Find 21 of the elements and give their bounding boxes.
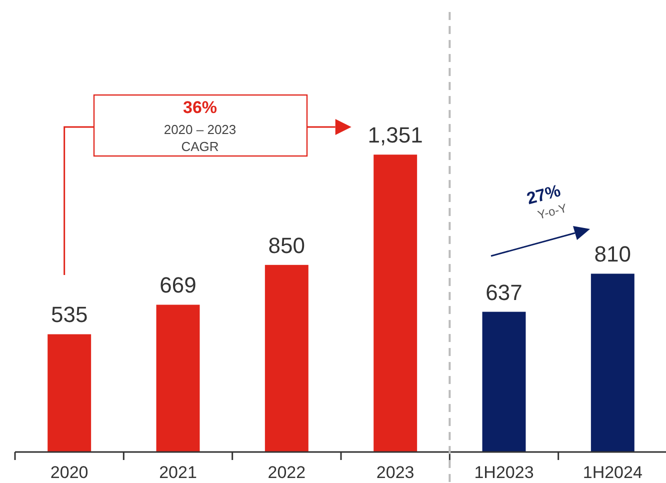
text: 2020 – 2023: [164, 122, 236, 137]
bar: [374, 154, 418, 452]
data-label: 669: [160, 272, 196, 298]
data-label: 637: [486, 280, 522, 305]
x-tick-label: 1H2023: [474, 463, 534, 482]
bar: [48, 334, 92, 452]
bar: [264, 264, 308, 452]
text: CAGR: [181, 139, 219, 154]
x-tick-label: 2021: [159, 463, 197, 482]
x-tick-label: 1H2024: [582, 463, 642, 482]
bar: [590, 274, 634, 452]
data-label: 1,351: [368, 122, 423, 148]
x-tick-label: 2020: [50, 463, 88, 482]
data-label: 850: [268, 232, 306, 258]
data-label: 535: [50, 302, 88, 328]
bar: [482, 312, 526, 452]
text: 36%: [182, 98, 218, 117]
x-tick-label: 2023: [376, 463, 414, 482]
data-label: 810: [594, 242, 632, 267]
x-tick-label: 2022: [268, 463, 306, 482]
bar: [156, 304, 200, 452]
